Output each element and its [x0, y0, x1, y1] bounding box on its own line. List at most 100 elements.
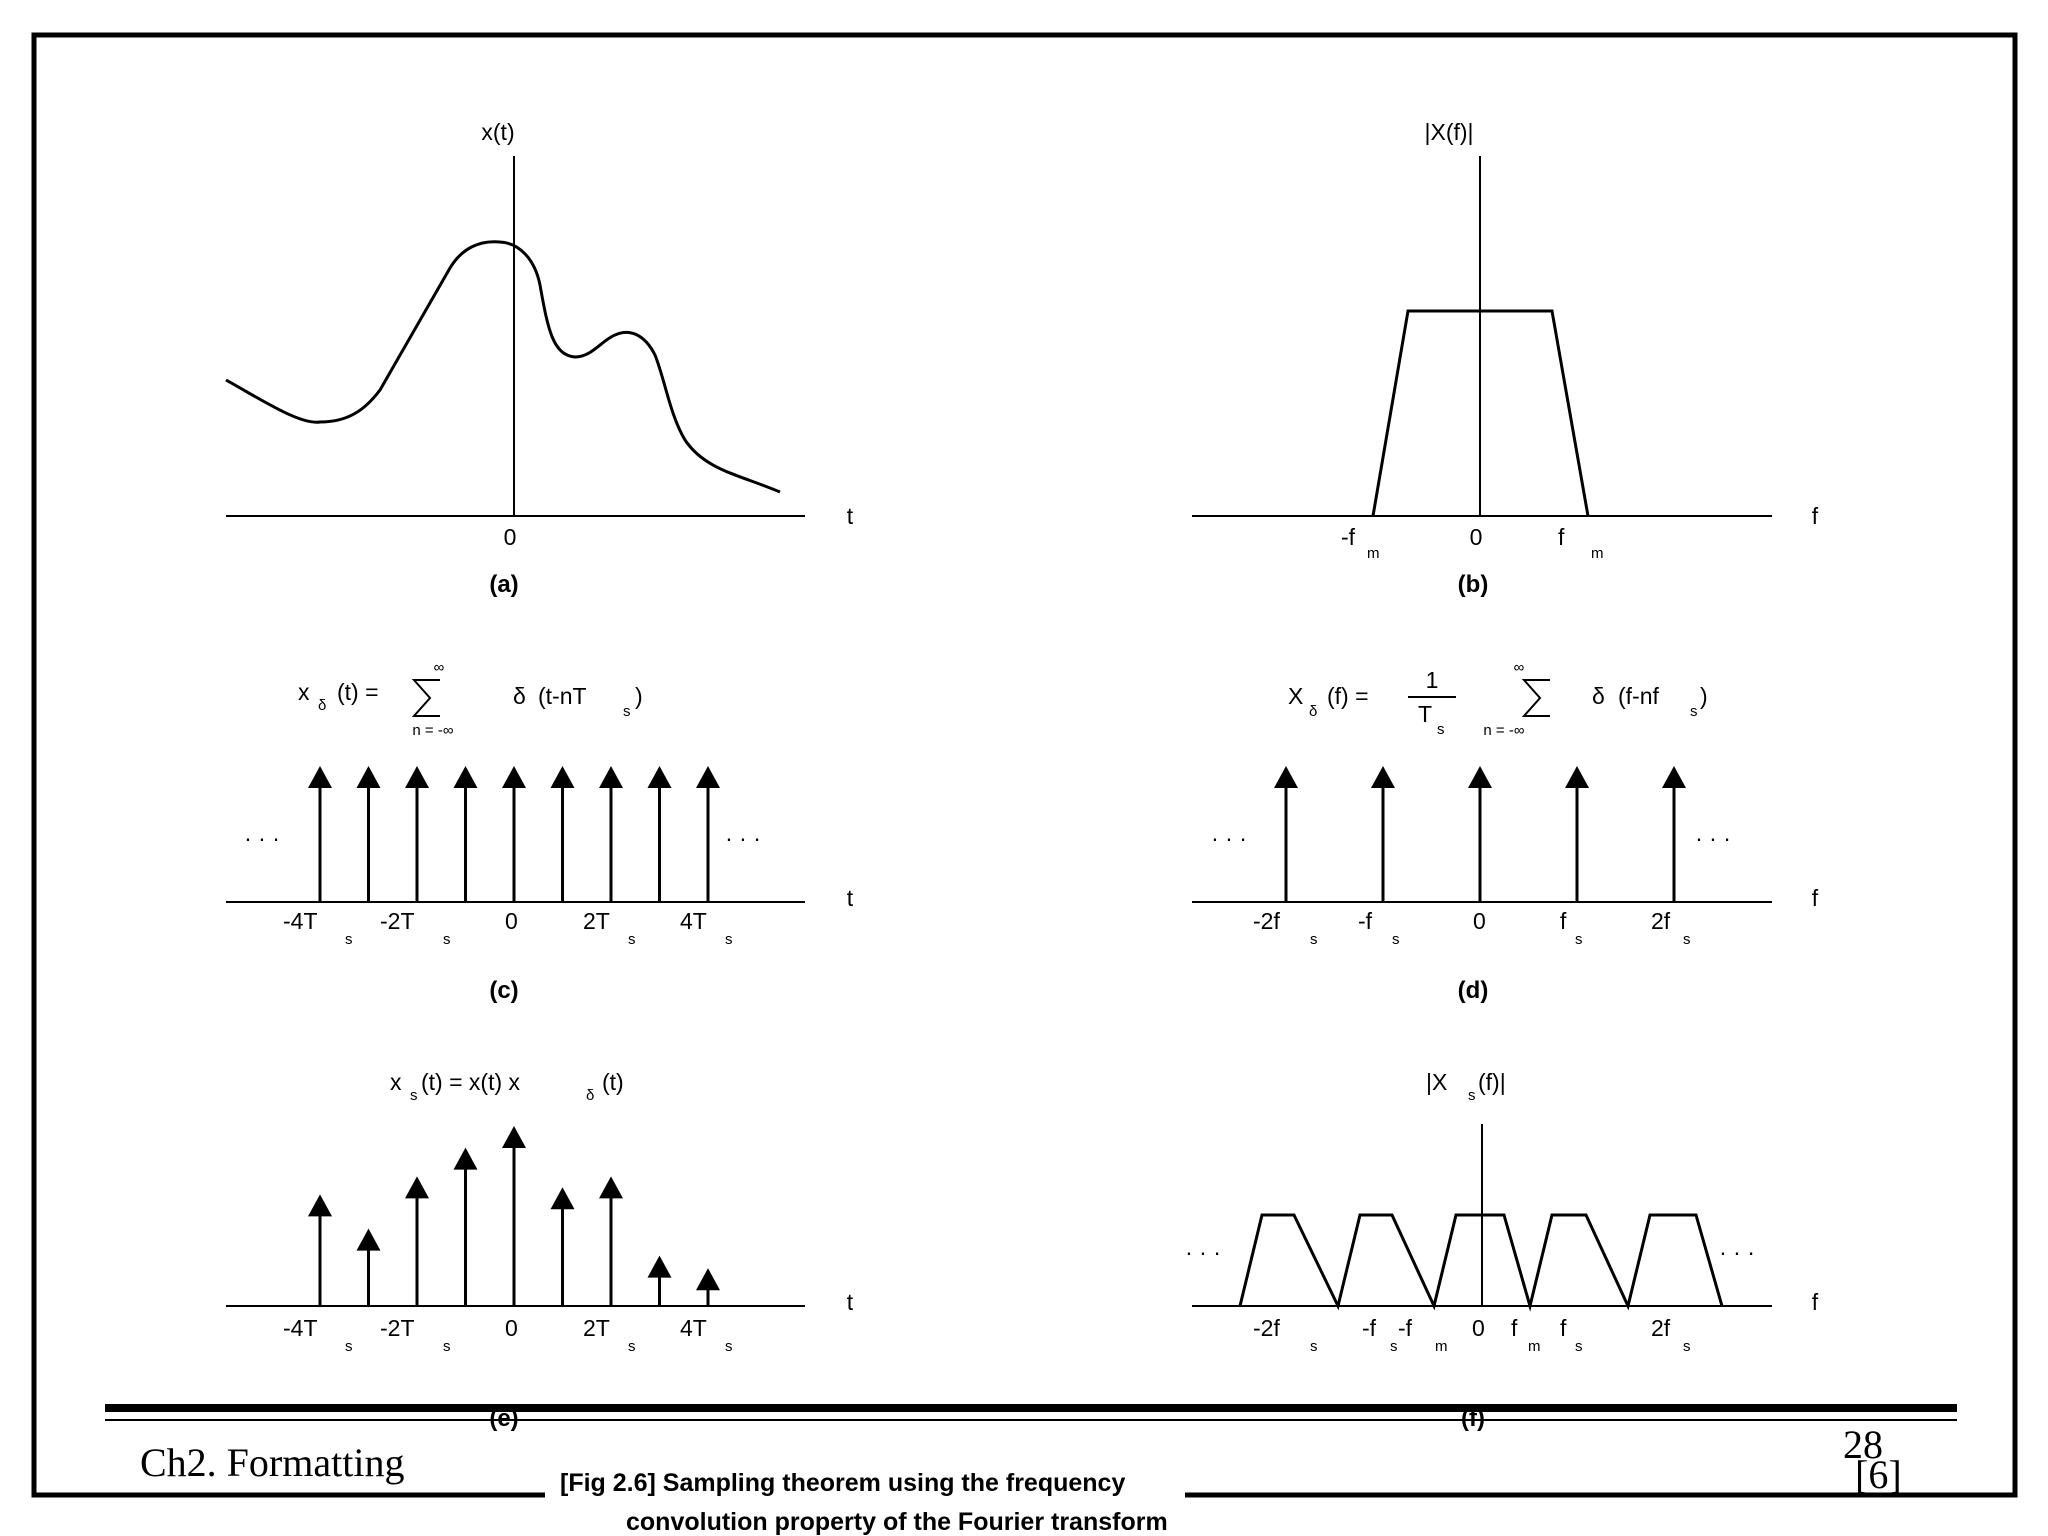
panel-e-formula-lhs: x: [390, 1069, 402, 1095]
panel-d-formula-sum-bottom: n = -∞: [1483, 722, 1524, 739]
panel-f-tick-1-sub: s: [1390, 1338, 1398, 1355]
panel-c-impulse-0-arrowhead-icon: [502, 766, 526, 788]
panel-e-sample--2-arrowhead-icon: [405, 1176, 429, 1199]
footer-page-number: 28: [1843, 1422, 1883, 1467]
panel-f-tick-4-main: f: [1511, 1315, 1518, 1341]
panel-f-replicated-spectra: [1238, 1213, 1724, 1312]
panel-c-tick-2-main: 0: [505, 908, 518, 934]
panel-c-tick-labels: -4T s -2T s 0 2T s 4T s: [283, 908, 733, 948]
panel-c-formula-lhs: x: [298, 679, 310, 705]
panel-f-y-label-rest: (f)|: [1478, 1069, 1506, 1095]
panel-e-tick-0-main: -4T: [283, 1315, 318, 1341]
panel-e-sample-4-arrowhead-icon: [696, 1268, 720, 1291]
panel-d-impulse-0-arrowhead-icon: [1468, 766, 1492, 788]
panel-d-tick-3-sub: s: [1575, 931, 1583, 948]
panel-e-formula-rhs-sub: δ: [586, 1087, 594, 1104]
panel-e-formula-lhs-sub: s: [410, 1087, 418, 1104]
panel-d-impulse-1-arrowhead-icon: [1565, 766, 1589, 788]
panel-a-origin-label: 0: [504, 524, 517, 550]
panel-b-tick-neg-fm-main: -f: [1341, 524, 1356, 550]
panel-c-impulse--1-arrowhead-icon: [453, 766, 478, 788]
panel-c-impulse-1-arrowhead-icon: [550, 766, 575, 788]
panel-c-impulse--2-arrowhead-icon: [405, 766, 429, 788]
panel-c-tick-4-main: 4T: [680, 908, 707, 934]
panel-c-formula-delta: δ: [513, 683, 526, 709]
panel-b-tick-neg-fm-sub: m: [1367, 545, 1380, 562]
panel-e-sample-2-arrowhead-icon: [599, 1176, 623, 1199]
panel-d-formula-arg: (f-nf: [1618, 683, 1660, 709]
panel-e-tick-labels: -4T s -2T s 0 2T s 4T s: [283, 1315, 733, 1355]
panel-e-tick-4-main: 4T: [680, 1315, 707, 1341]
panel-b-tick-neg-fm: -f m: [1341, 524, 1380, 562]
panel-d-impulse-train: [1274, 766, 1686, 902]
panel-c-tick-4-sub: s: [725, 931, 733, 948]
panel-c-tick-1-sub: s: [443, 931, 451, 948]
panel-d-formula-frac-den-sub: s: [1437, 721, 1445, 738]
panel-c-x-label: t: [847, 885, 854, 911]
panel-a: x(t) t 0 (a): [225, 119, 854, 598]
panel-d-tick-4-main: 2f: [1651, 908, 1671, 934]
panel-f-y-label-main: |X: [1426, 1069, 1447, 1095]
panel-c-impulse-2-arrowhead-icon: [599, 766, 623, 788]
panel-f-y-label: |X s (f)|: [1426, 1069, 1506, 1104]
panel-c-panel-label: (c): [489, 977, 518, 1004]
panel-d-tick-0-sub: s: [1310, 931, 1318, 948]
panel-b-spectrum-trapezoid: [1371, 309, 1590, 517]
panel-c-formula-close: ): [635, 683, 643, 709]
panel-d-left-ellipsis: · · ·: [1211, 825, 1247, 851]
panel-d-right-ellipsis: · · ·: [1695, 825, 1731, 851]
panel-c-impulse--3-arrowhead-icon: [356, 766, 381, 788]
panel-f-tick-3-main: 0: [1472, 1315, 1485, 1341]
panel-d-formula-arg-sub: s: [1690, 703, 1698, 720]
panel-d-tick-0-main: -2f: [1253, 908, 1280, 934]
panel-d-impulse-2-arrowhead-icon: [1662, 766, 1686, 788]
panel-f-tick-1-main: -f: [1362, 1315, 1377, 1341]
panel-e-sample-3-arrowhead-icon: [647, 1255, 672, 1278]
panel-d-formula-frac-num: 1: [1426, 667, 1439, 693]
figure-caption-line1: [Fig 2.6] Sampling theorem using the fre…: [560, 1469, 1125, 1497]
sigma-icon: [411, 679, 440, 717]
panel-e-sample-0-arrowhead-icon: [502, 1126, 526, 1148]
caption-backdrop: [545, 1466, 1185, 1536]
panel-c-formula-sum-top: ∞: [434, 659, 445, 676]
panel-b-tick-pos-fm-main: f: [1558, 524, 1565, 550]
panel-d-tick-4-sub: s: [1683, 931, 1691, 948]
footer-chapter-title: Ch2. Formatting: [140, 1440, 404, 1485]
panel-e-tick-0-sub: s: [345, 1338, 353, 1355]
panel-c-right-ellipsis: · · ·: [725, 825, 761, 851]
panel-f-left-ellipsis: · · ·: [1185, 1239, 1221, 1265]
panel-b-x-label: f: [1812, 503, 1819, 529]
panel-c-formula: x δ (t) = ∞ n = -∞ δ (t-nT s ): [298, 659, 643, 739]
panel-d-formula-sum-top: ∞: [1514, 659, 1525, 676]
panel-d-impulse--1-arrowhead-icon: [1371, 766, 1395, 788]
panel-b-origin-label: 0: [1470, 524, 1483, 550]
panel-d-formula-lhs-arg: (f) =: [1327, 683, 1369, 709]
panel-b: |X(f)| f 0 -f m f m (b): [1192, 119, 1819, 598]
panel-e-formula-mid: (t) = x(t) x: [421, 1069, 521, 1095]
slide-footer: Ch2. Formatting 28 [6] [Fig 2.6] Samplin…: [105, 1404, 1957, 1536]
panel-b-tick-pos-fm: f m: [1558, 524, 1604, 562]
panel-c-formula-lhs-sub: δ: [318, 697, 326, 714]
panel-e-tick-1-main: -2T: [380, 1315, 415, 1341]
panel-e-tick-3-sub: s: [628, 1338, 636, 1355]
panel-e-sample--3-arrowhead-icon: [356, 1228, 381, 1251]
panel-f-x-label: f: [1812, 1289, 1819, 1315]
panel-d-tick-1-main: -f: [1358, 908, 1373, 934]
panel-d-panel-label: (d): [1458, 977, 1489, 1004]
panel-b-panel-label: (b): [1458, 571, 1489, 598]
figure-caption-line2: convolution property of the Fourier tran…: [626, 1508, 1168, 1536]
panel-e-tick-3-main: 2T: [583, 1315, 610, 1341]
footer-reference: [6]: [1855, 1452, 1902, 1497]
panel-f-tick-2-main: -f: [1398, 1315, 1413, 1341]
panel-f-tick-4-sub: m: [1528, 1338, 1541, 1355]
panel-f-tick-6-main: 2f: [1651, 1315, 1671, 1341]
panel-c-impulse-3-arrowhead-icon: [647, 766, 672, 788]
panel-c-tick-3-main: 2T: [583, 908, 610, 934]
panel-d-x-label: f: [1812, 885, 1819, 911]
panel-c-tick-0-sub: s: [345, 931, 353, 948]
panel-f-y-label-sub: s: [1468, 1087, 1476, 1104]
